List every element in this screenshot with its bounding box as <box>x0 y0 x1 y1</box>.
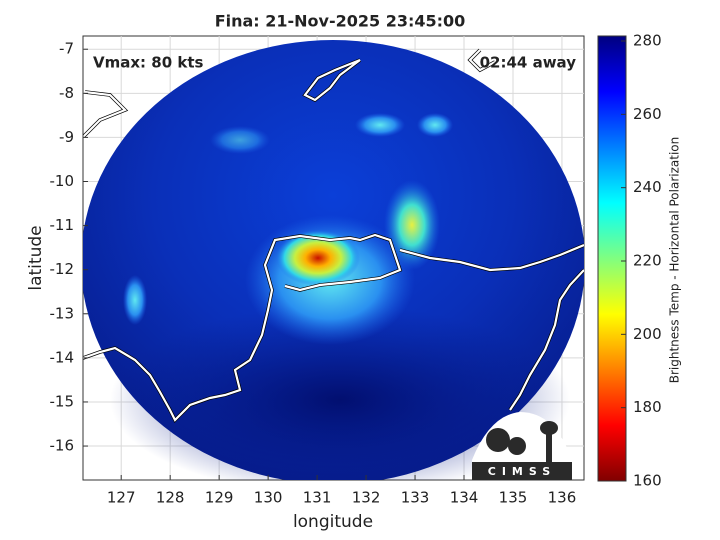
y-tick-label: -16 <box>50 437 75 455</box>
y-tick-label: -8 <box>59 84 74 102</box>
logo-text: CIMSS <box>488 465 556 478</box>
x-tick-label: 130 <box>254 489 283 507</box>
x-tick-label: 133 <box>401 489 430 507</box>
colorbar <box>597 35 627 482</box>
swath-image <box>83 40 584 480</box>
annotation: 02:44 away <box>480 54 577 72</box>
colorbar-label: Brightness Temp - Horizontal Polarizatio… <box>668 137 682 384</box>
colorbar-tick-label: 200 <box>633 325 662 343</box>
annotation: Vmax: 80 kts <box>93 54 203 72</box>
y-axis-label: latitude <box>26 225 46 290</box>
y-tick-label: -7 <box>59 40 74 58</box>
colorbar-tick-label: 240 <box>633 178 662 196</box>
x-tick-label: 134 <box>450 489 479 507</box>
y-tick-label: -13 <box>50 304 75 322</box>
x-tick-label: 131 <box>303 489 332 507</box>
y-tick-label: -10 <box>50 172 75 190</box>
colorbar-tick-label: 260 <box>633 105 662 123</box>
x-tick-label: 127 <box>107 489 136 507</box>
y-tick-label: -9 <box>59 128 74 146</box>
colorbar-tick-label: 220 <box>633 252 662 270</box>
x-tick-label: 135 <box>499 489 528 507</box>
y-tick-label: -12 <box>50 260 75 278</box>
x-axis-label: longitude <box>293 512 373 532</box>
y-tick-label: -14 <box>50 348 75 366</box>
x-tick-label: 128 <box>156 489 185 507</box>
y-tick-label: -11 <box>50 216 75 234</box>
logo: CIMSS <box>472 412 572 480</box>
colorbar-tick-label: 180 <box>633 398 662 416</box>
x-tick-label: 132 <box>352 489 381 507</box>
x-tick-label: 129 <box>205 489 234 507</box>
x-tick-label: 136 <box>548 489 577 507</box>
colorbar-tick-label: 160 <box>633 472 662 490</box>
colorbar-tick-label: 280 <box>633 32 662 50</box>
y-tick-label: -15 <box>50 392 75 410</box>
chart-title: Fina: 21-Nov-2025 23:45:00 <box>215 12 466 31</box>
